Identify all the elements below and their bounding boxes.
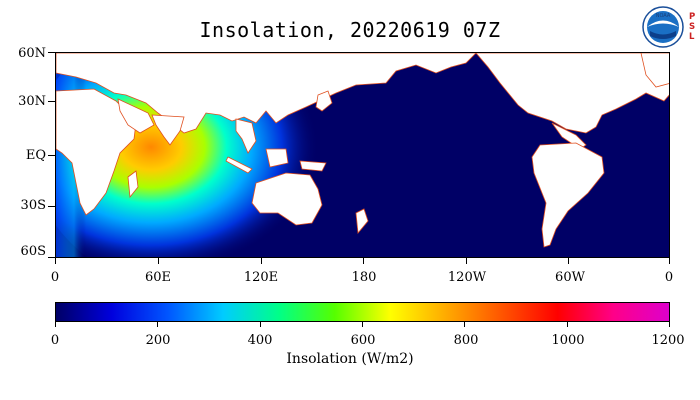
logo-text: NOAA bbox=[656, 13, 671, 19]
colorbar-tick-600 bbox=[362, 322, 363, 327]
lon-label-0: 0 bbox=[50, 270, 60, 285]
psl-mark: P S L bbox=[689, 12, 695, 42]
india bbox=[151, 114, 185, 146]
new-zealand bbox=[355, 208, 369, 234]
indonesia-borneo bbox=[265, 148, 289, 168]
noaa-logo: NOAA bbox=[642, 6, 684, 48]
land-masses bbox=[56, 53, 669, 248]
tick-x-60w bbox=[568, 258, 569, 264]
colorbar-tick-0 bbox=[55, 322, 56, 327]
lon-label-180: 180 bbox=[351, 270, 377, 285]
colorbar-tick-400 bbox=[260, 322, 261, 327]
greenland bbox=[640, 53, 669, 88]
lat-label-30n: 30N bbox=[18, 94, 46, 109]
southeast-asia bbox=[235, 118, 257, 154]
tick-x-60e bbox=[158, 258, 159, 264]
colorbar-gradient bbox=[56, 303, 669, 321]
tick-y-eq bbox=[48, 155, 55, 156]
insolation-map bbox=[55, 52, 670, 258]
psl-letter-l: L bbox=[689, 32, 695, 42]
lon-label-60w: 60W bbox=[555, 270, 585, 285]
colorbar-title: Insolation (W/m2) bbox=[286, 351, 414, 367]
tick-y-30n bbox=[48, 101, 55, 102]
psl-letter-s: S bbox=[689, 22, 696, 32]
lon-label-60e: 60E bbox=[144, 270, 172, 285]
colorbar-label-800: 800 bbox=[453, 333, 479, 348]
colorbar-label-200: 200 bbox=[145, 333, 171, 348]
tick-x-0-end bbox=[669, 258, 670, 264]
north-america bbox=[475, 53, 669, 134]
tick-y-60s bbox=[48, 257, 55, 258]
tick-y-30s bbox=[48, 206, 55, 207]
lon-label-0-end: 0 bbox=[664, 270, 674, 285]
psl-letter-p: P bbox=[689, 12, 696, 22]
colorbar-label-600: 600 bbox=[350, 333, 376, 348]
eurasia bbox=[56, 53, 477, 134]
tick-x-120w bbox=[466, 258, 467, 264]
lon-label-120w: 120W bbox=[447, 270, 487, 285]
arabian-peninsula bbox=[117, 98, 155, 134]
lat-label-eq: EQ bbox=[25, 148, 46, 163]
map-title: Insolation, 20220619 07Z bbox=[199, 18, 501, 42]
colorbar-label-1000: 1000 bbox=[551, 333, 585, 348]
tick-x-0 bbox=[55, 258, 56, 264]
colorbar-tick-800 bbox=[464, 322, 465, 327]
australia bbox=[251, 172, 323, 226]
colorbar-tick-1200 bbox=[669, 322, 670, 327]
map-canvas bbox=[56, 53, 669, 257]
indonesia-sumatra bbox=[225, 156, 253, 174]
lat-label-60s: 60S bbox=[20, 244, 46, 259]
tick-x-180 bbox=[363, 258, 364, 264]
colorbar-label-400: 400 bbox=[247, 333, 273, 348]
tick-y-60n bbox=[48, 52, 55, 53]
colorbar bbox=[55, 302, 670, 322]
tick-x-120e bbox=[261, 258, 262, 264]
madagascar bbox=[127, 170, 139, 199]
colorbar-label-0: 0 bbox=[50, 333, 60, 348]
lon-label-120e: 120E bbox=[243, 270, 279, 285]
new-guinea bbox=[299, 160, 327, 172]
lat-label-30s: 30S bbox=[20, 198, 46, 213]
colorbar-tick-1000 bbox=[567, 322, 568, 327]
colorbar-label-1200: 1200 bbox=[651, 333, 685, 348]
south-america bbox=[531, 142, 605, 248]
colorbar-tick-200 bbox=[157, 322, 158, 327]
lat-label-60n: 60N bbox=[18, 46, 46, 61]
japan bbox=[315, 90, 333, 112]
